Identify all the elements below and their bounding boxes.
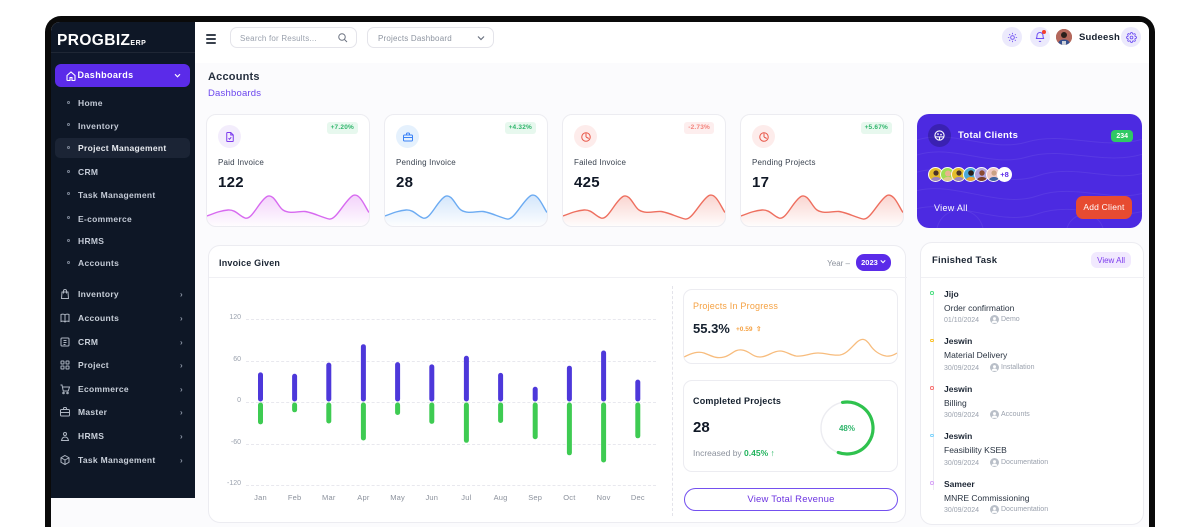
svg-text:48%: 48% <box>839 424 855 433</box>
